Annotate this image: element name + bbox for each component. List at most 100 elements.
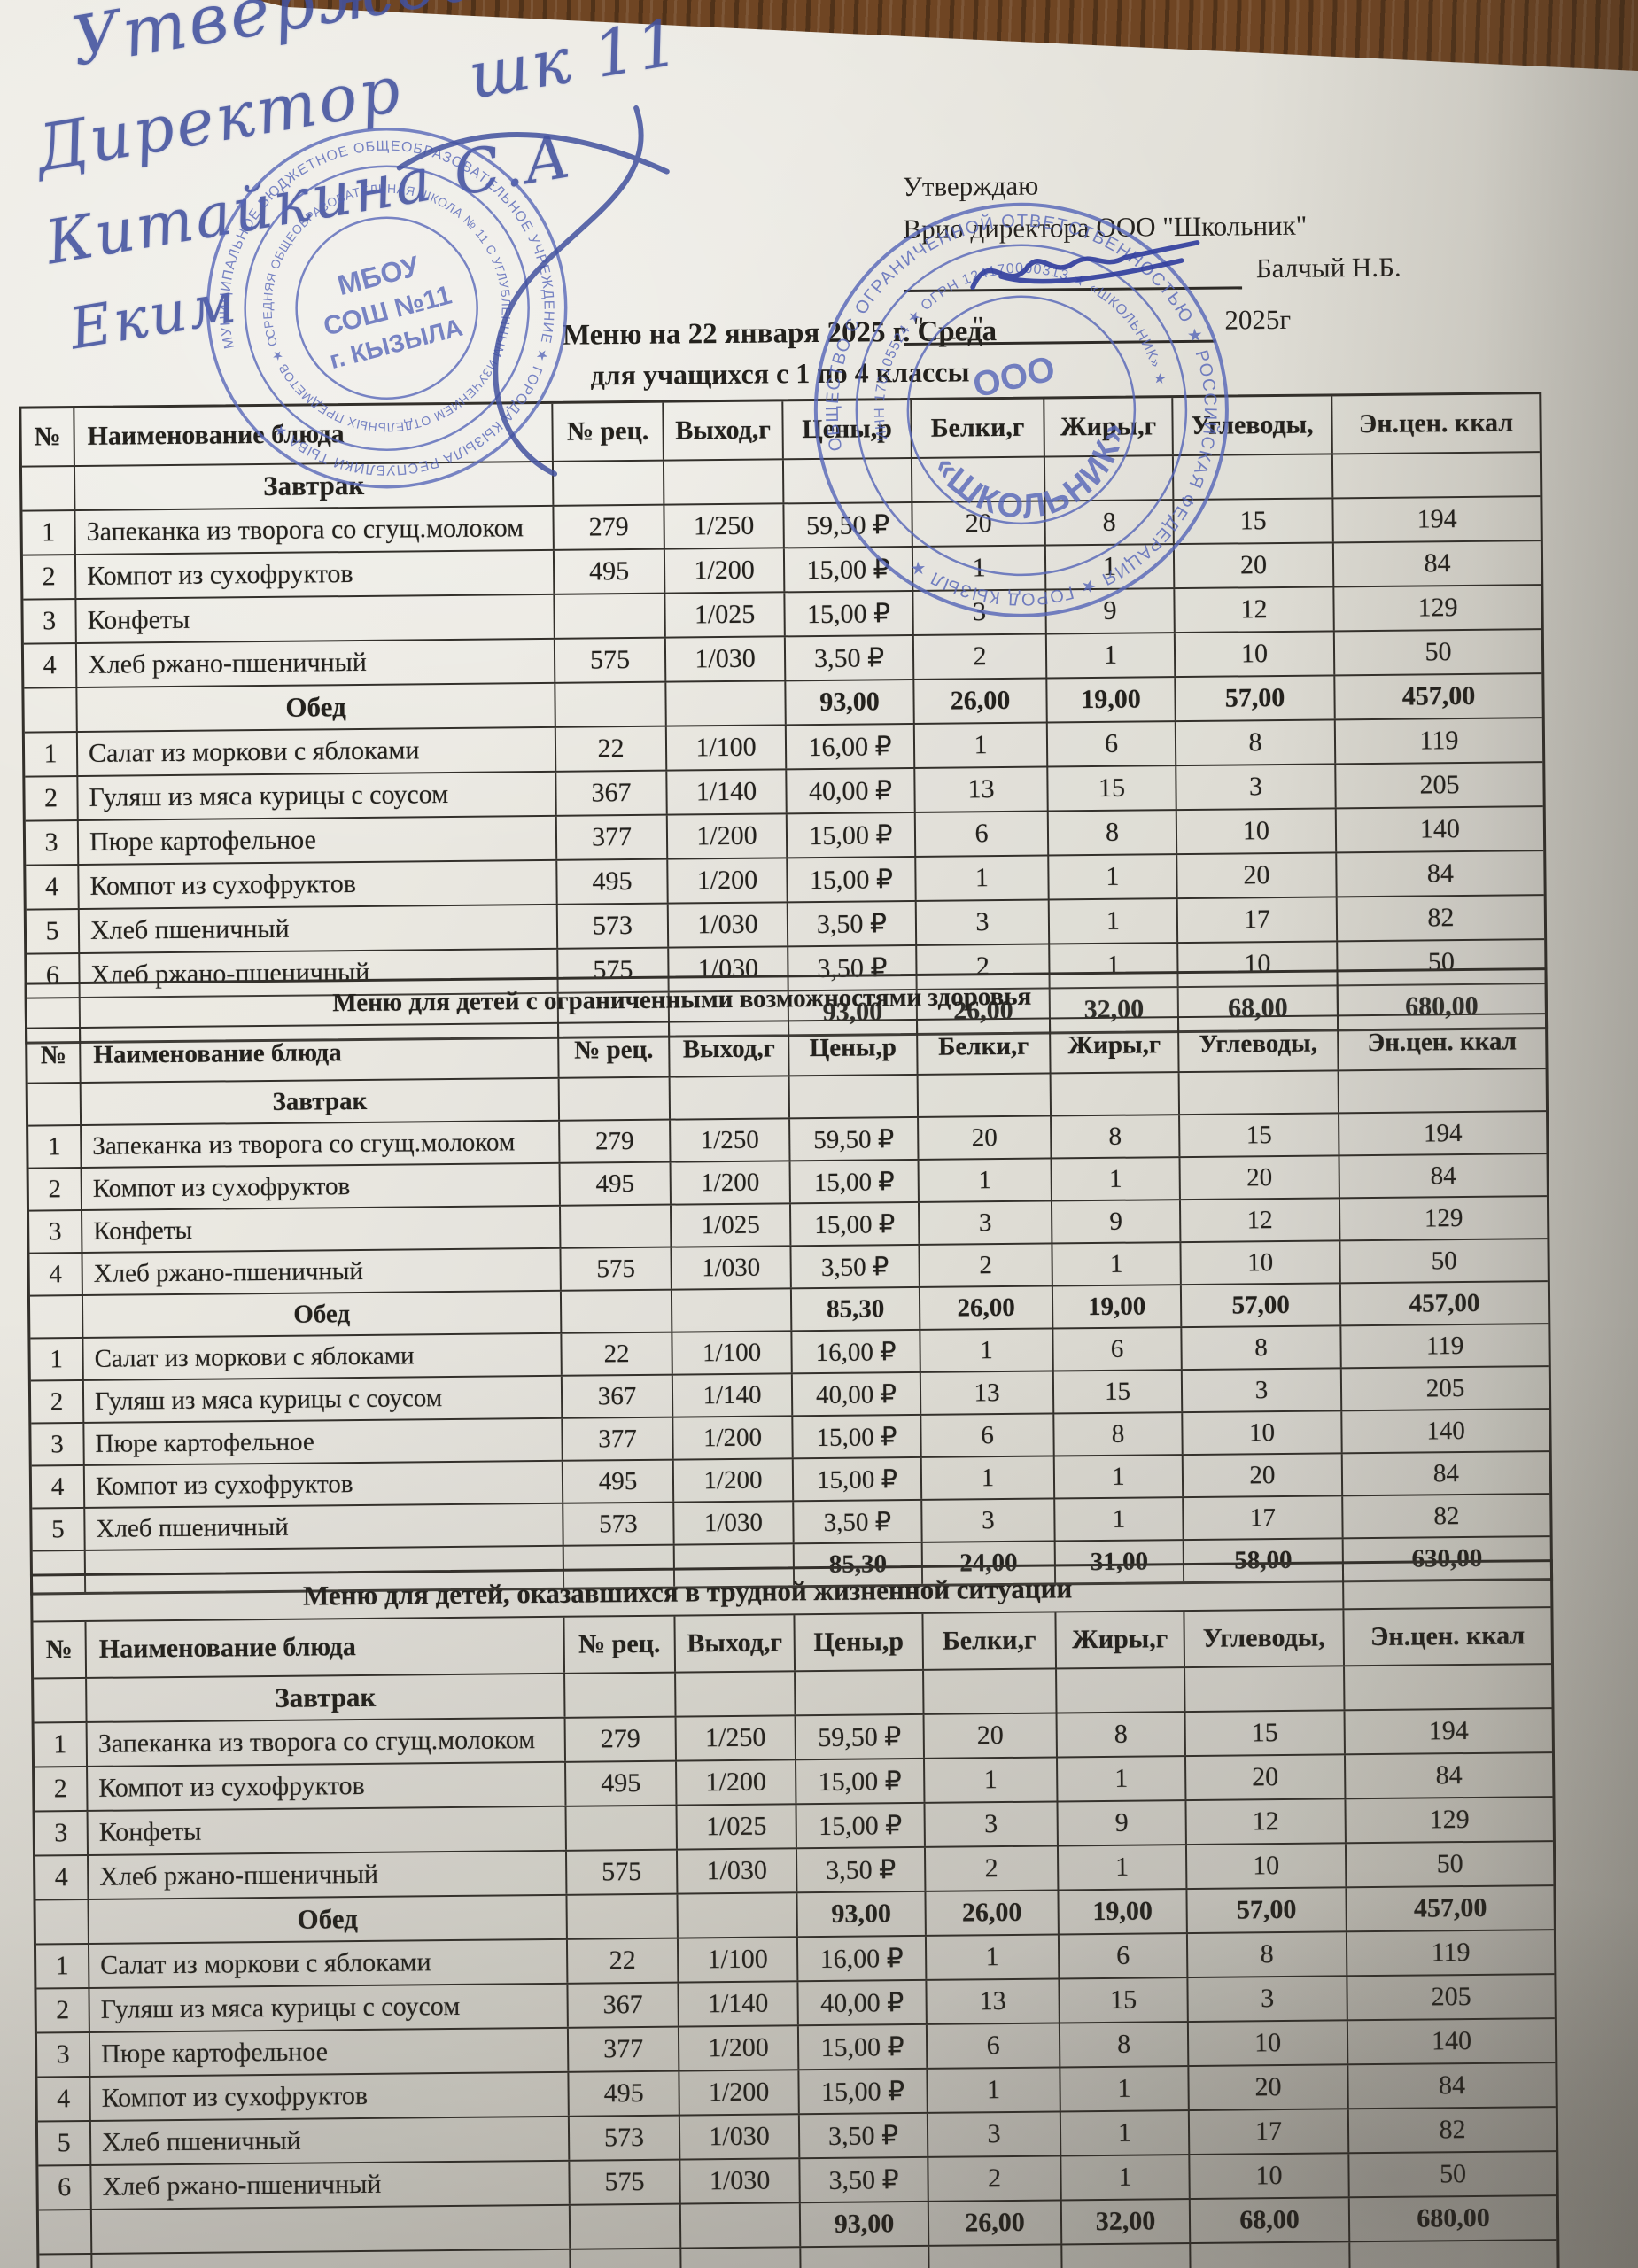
total-protein: 26,00 [927,2201,1061,2245]
cell-kcal: 84 [1347,2063,1556,2109]
cell-fat: 1 [1053,1498,1183,1541]
column-header: Цены,р [788,1020,917,1076]
cell-price: 59,50 ₽ [782,502,912,548]
cell-fat: 1 [1047,899,1177,944]
cell-protein: 13 [919,1371,1053,1414]
cell-carbs: 12 [1184,1799,1345,1845]
cell-protein: 6 [920,1414,1053,1456]
cell-dish-name: Салат из моркови с яблоками [82,1333,561,1380]
cell-recipe: 575 [553,638,665,682]
cell-recipe: 573 [562,1503,673,1545]
cell-protein: 13 [913,767,1047,812]
column-header: № [45,1635,74,1665]
page-title: Меню на 22 января 2025 г. Среда для учащ… [18,310,1541,397]
cell-kcal: 84 [1338,1154,1547,1198]
cell-dish-name: Хлеб ржано-пшеничный [74,639,555,687]
cell-dish-name: Гуляш из мяса курицы с соусом [88,1984,567,2031]
cell-fat: 19,00 [1057,1890,1186,1934]
signer-name: Балчый Н.Б. [1255,251,1401,284]
cell-number: 4 [56,2084,71,2114]
cell-protein: 1 [912,723,1047,767]
cell-kcal: 119 [1333,718,1543,764]
cell-output: 1/200 [665,814,787,858]
cell-number: 1 [47,1131,61,1161]
cell-carbs: 8 [1185,1932,1347,1977]
cell-dish-name: Пюре картофельное [82,1418,562,1464]
total-kcal: 680,00 [1347,2196,1557,2241]
cell-kcal [1337,1069,1547,1113]
cell-output: 1/200 [672,1459,793,1502]
cell-number: 3 [54,1818,68,1848]
cell-recipe: 279 [552,505,664,549]
column-header: Углеводы, [1176,1016,1338,1072]
section-label: Завтрак [85,1674,564,1721]
column-header: № [40,1040,67,1069]
cell-protein: 3 [914,900,1049,944]
menu-table-ovz: Меню для детей с ограниченными возможнос… [24,967,1554,1596]
cell-kcal: 205 [1346,1975,1555,2020]
cell-fat: 1 [1047,855,1176,899]
cell-recipe: 22 [565,1938,678,1983]
cell-price: 40,00 ₽ [785,768,914,813]
total-carbs: 68,00 [1188,2198,1349,2243]
cell-kcal: 140 [1334,807,1544,852]
column-header: Эн.цен. ккал [1342,1608,1551,1666]
cell-kcal: 84 [1331,541,1541,586]
cell-price: 15,00 ₽ [795,1759,924,1804]
cell-price [794,1670,923,1715]
cell-kcal: 84 [1335,851,1544,897]
cell-price: 16,00 ₽ [790,1330,920,1373]
approval-heading: Утверждаю [902,169,1039,203]
cell-price: 40,00 ₽ [790,1372,920,1416]
cell-fat: 1 [1044,545,1174,589]
cell-fat [1049,1073,1179,1115]
cell-protein: 1 [923,1758,1057,1802]
ink-flourish-icon [396,105,670,477]
cell-price: 85,30 [789,1287,920,1331]
cell-carbs: 8 [1174,720,1335,765]
cell-carbs: 12 [1178,1199,1339,1242]
cell-fat: 1 [1059,2111,1189,2155]
director-signature-ink [970,240,1200,291]
column-header: Выход,г [673,1615,795,1672]
cell-number: 5 [57,2128,71,2158]
cell-price: 3,50 ₽ [798,2157,928,2202]
cell-fat: 1 [1056,1845,1186,1890]
cell-price: 15,00 ₽ [786,857,915,902]
cell-protein: 20 [917,1116,1051,1159]
cell-protein: 20 [922,1713,1056,1758]
cell-dish-name: Хлеб ржано-пшеничный [89,2161,569,2209]
cell-carbs: 12 [1173,587,1333,633]
cell-output: 1/100 [676,1938,797,1982]
cell-carbs: 57,00 [1185,1888,1346,1933]
cell-kcal: 129 [1344,1798,1553,1843]
cell-dish-name: Хлеб пшеничный [77,905,557,953]
column-header: Жиры,г [1043,398,1172,456]
column-header: Цены,р [793,1613,923,1671]
cell-recipe: 575 [564,1850,677,1894]
cell-protein [916,1074,1051,1116]
cell-protein: 1 [917,1159,1051,1201]
cell-output: 1/025 [669,1204,790,1247]
cell-dish-name: Хлеб ржано-пшеничный [81,1248,560,1295]
cell-price: 15,00 ₽ [795,1803,924,1848]
column-header: Белки,г [916,1019,1050,1074]
cell-recipe: 495 [567,2071,679,2116]
cell-output: 1/030 [664,637,785,681]
cell-carbs: 3 [1175,765,1335,810]
cell-number: 3 [56,2039,70,2070]
cell-kcal: 140 [1340,1410,1549,1453]
cell-recipe [559,1205,671,1247]
column-header: Углеводы, [1171,396,1331,455]
cell-protein: 2 [918,1244,1052,1286]
cell-kcal: 457,00 [1339,1282,1549,1325]
cell-fat: 9 [1050,1200,1180,1243]
column-header: Белки,г [910,399,1044,457]
cell-fat: 15 [1058,1978,1187,2023]
cell-recipe: 575 [568,2160,679,2204]
cell-number: 5 [45,916,59,946]
cell-dish-name: Компот из сухофруктов [86,1762,565,1810]
cell-carbs [1184,1666,1344,1712]
cell-price: 15,00 ₽ [785,812,915,858]
